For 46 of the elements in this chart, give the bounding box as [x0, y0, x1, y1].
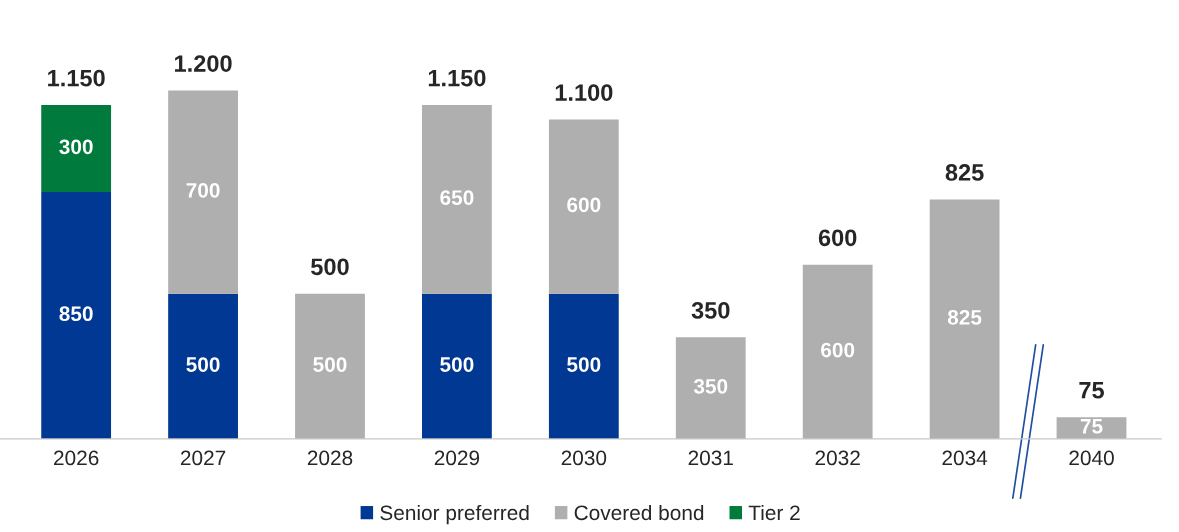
bar — [168, 293, 238, 439]
total-label: 1.200 — [175, 55, 232, 72]
total-label: 1.100 — [555, 84, 613, 101]
x-tick-label: 2032 — [815, 450, 860, 466]
data-label: 300 — [59, 139, 93, 155]
data-label: 700 — [186, 182, 220, 198]
bar — [548, 293, 619, 439]
total-label: 600 — [818, 229, 857, 247]
legend-label: Senior preferred — [380, 504, 529, 525]
x-tick-label: 2029 — [434, 450, 480, 466]
data-label: 650 — [440, 190, 474, 205]
data-label: 500 — [440, 357, 474, 372]
total-label: 1.150 — [428, 69, 486, 87]
data-label: 500 — [313, 357, 347, 372]
data-label: 75 — [1080, 419, 1103, 434]
total-label: 500 — [311, 258, 349, 276]
bar — [548, 119, 619, 294]
x-tick-label: 2027 — [180, 450, 226, 466]
bar — [168, 90, 238, 294]
bar — [295, 293, 365, 439]
data-label: 500 — [186, 357, 220, 372]
total-label: 825 — [945, 164, 984, 181]
bar — [422, 105, 492, 294]
x-tick-label: 2031 — [688, 450, 733, 466]
bar — [41, 105, 112, 193]
bar — [41, 192, 112, 439]
x-tick-label: 2030 — [561, 450, 607, 466]
data-label: 600 — [567, 197, 601, 213]
total-label: 1.150 — [48, 69, 105, 87]
x-tick-label: 2034 — [942, 450, 988, 466]
total-label: 350 — [691, 302, 730, 319]
data-label: 850 — [59, 306, 93, 322]
x-tick-label: 2040 — [1069, 450, 1114, 466]
bar — [422, 293, 492, 439]
legend-label: Tier 2 — [748, 504, 800, 521]
data-label: 600 — [821, 342, 855, 358]
legend-label: Covered bond — [574, 504, 704, 521]
data-label: 825 — [947, 309, 982, 325]
x-tick-label: 2026 — [54, 450, 99, 466]
data-label: 350 — [693, 378, 728, 394]
data-label: 500 — [567, 357, 601, 372]
bar — [929, 199, 1000, 439]
bar — [802, 264, 873, 439]
x-tick-label: 2028 — [307, 450, 353, 466]
total-label: 75 — [1079, 382, 1104, 399]
bar — [675, 337, 746, 439]
